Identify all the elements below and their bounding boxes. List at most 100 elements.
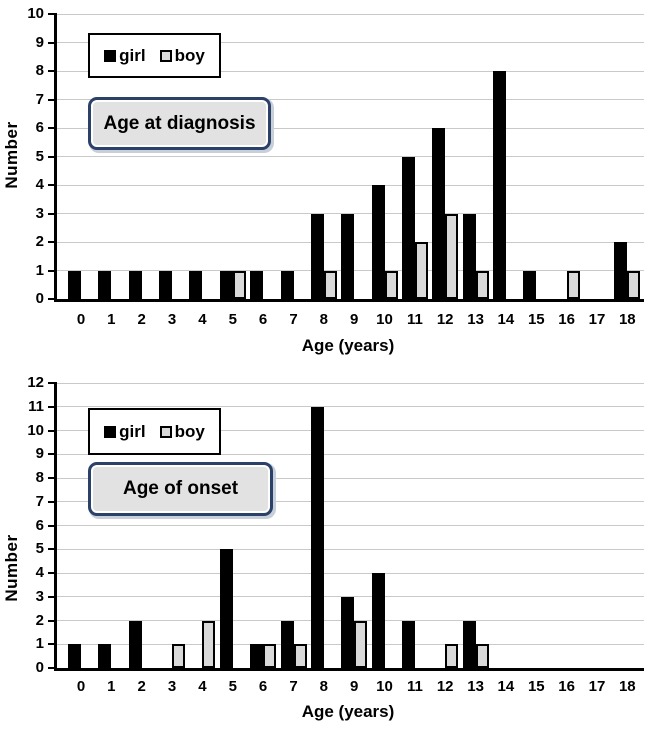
- y-tick-mark: [48, 619, 54, 622]
- y-tick-label: 8: [35, 469, 44, 486]
- y-tick-mark: [48, 13, 54, 15]
- y-tick-mark: [48, 524, 54, 527]
- x-axis: [54, 668, 644, 671]
- gridline: [57, 406, 644, 408]
- legend-boy-swatch-icon: [159, 49, 172, 62]
- bar-girl-age-13: [462, 213, 476, 299]
- chart-title-box: Age of onset: [88, 462, 273, 516]
- legend-boy-label: boy: [174, 421, 205, 441]
- legend-girl-swatch-icon: [104, 425, 117, 438]
- bar-girl-age-9: [341, 213, 355, 299]
- x-tick-label: 17: [588, 678, 606, 695]
- y-tick-mark: [48, 405, 54, 408]
- chart-title: Age of onset: [122, 478, 239, 499]
- y-tick-label: 7: [35, 90, 44, 108]
- x-tick-label: 5: [228, 311, 237, 328]
- x-tick-label: 9: [350, 678, 359, 695]
- y-axis: [54, 382, 57, 671]
- x-tick-label: 10: [376, 678, 393, 695]
- x-tick-label: 12: [436, 311, 454, 328]
- y-tick-mark: [48, 572, 54, 574]
- bar-boy-age-8: [323, 270, 337, 299]
- gridline: [57, 501, 644, 503]
- x-tick-label: 6: [258, 311, 268, 328]
- x-tick-label: 15: [527, 678, 545, 695]
- legend-girl-label: girl: [119, 421, 146, 441]
- bar-girl-age-15: [523, 270, 537, 299]
- bar-girl-age-1: [98, 644, 112, 669]
- gridline: [57, 99, 644, 100]
- y-tick-label: 12: [27, 374, 44, 391]
- bar-girl-age-11: [401, 620, 415, 668]
- chart-title: Age at diagnosis: [103, 112, 256, 134]
- x-tick-label: 3: [167, 678, 177, 695]
- y-tick-label: 4: [35, 176, 44, 193]
- y-tick-mark: [48, 184, 54, 186]
- y-tick-mark: [48, 269, 54, 272]
- x-tick-label: 7: [289, 678, 298, 695]
- x-tick-label: 6: [258, 678, 268, 695]
- gridline: [57, 70, 644, 72]
- bar-boy-age-7: [293, 644, 307, 669]
- x-axis-title: Age (years): [301, 702, 395, 721]
- legend-boy-swatch-icon: [159, 425, 172, 438]
- x-tick-label: 11: [406, 311, 423, 328]
- x-tick-label: 9: [350, 311, 359, 328]
- gridline: [57, 184, 644, 186]
- bar-girl-age-13: [462, 620, 476, 668]
- bar-boy-age-12: [445, 213, 459, 299]
- x-tick-label: 15: [527, 311, 545, 328]
- y-tick-label: 6: [35, 516, 44, 534]
- y-tick-mark: [48, 595, 54, 598]
- y-tick-label: 1: [35, 635, 44, 653]
- bar-boy-age-3: [172, 644, 186, 669]
- bar-boy-age-5: [232, 270, 246, 299]
- bar-boy-age-4: [202, 620, 216, 668]
- legend-girl-swatch-icon: [104, 49, 117, 62]
- x-tick-label: 4: [198, 311, 207, 328]
- bar-girl-age-3: [159, 270, 173, 299]
- bar-girl-age-14: [492, 71, 506, 299]
- y-tick-mark: [48, 382, 54, 384]
- gridline: [57, 548, 644, 550]
- legend: girl boy: [88, 408, 221, 455]
- x-tick-label: 1: [107, 311, 116, 328]
- legend-boy-label: boy: [174, 45, 205, 65]
- gridline: [57, 453, 644, 455]
- x-tick-label: 0: [76, 678, 86, 695]
- bar-boy-age-16: [566, 270, 580, 299]
- bar-boy-age-10: [384, 270, 398, 299]
- bar-girl-age-0: [68, 270, 81, 299]
- x-tick-label: 3: [167, 311, 177, 328]
- x-tick-label: 5: [228, 678, 237, 695]
- y-tick-mark: [48, 548, 54, 551]
- y-tick-label: 9: [35, 33, 44, 51]
- y-tick-label: 5: [35, 147, 44, 165]
- bar-girl-age-2: [128, 270, 142, 299]
- bar-boy-age-13: [475, 644, 489, 669]
- gridline: [57, 382, 644, 384]
- x-tick-label: 17: [588, 311, 606, 328]
- y-tick-mark: [48, 241, 54, 243]
- y-tick-label: 7: [35, 492, 44, 510]
- bar-girl-age-18: [614, 242, 628, 299]
- gridline: [57, 477, 644, 479]
- bar-girl-age-4: [189, 270, 203, 299]
- y-tick-mark: [48, 127, 54, 129]
- x-tick-label: 16: [558, 311, 575, 328]
- y-tick-mark: [48, 500, 54, 503]
- x-tick-label: 1: [107, 678, 116, 695]
- y-tick-mark: [48, 667, 54, 669]
- y-tick-mark: [48, 429, 54, 432]
- y-tick-label: 5: [35, 540, 44, 558]
- legend-girl-label: girl: [119, 45, 146, 65]
- bar-boy-age-18: [627, 270, 641, 299]
- bar-boy-age-12: [445, 644, 459, 669]
- x-axis-title: Age (years): [301, 336, 395, 355]
- y-tick-label: 8: [35, 62, 44, 79]
- bar-girl-age-2: [128, 620, 142, 668]
- bar-girl-age-8: [310, 406, 324, 669]
- bar-girl-age-11: [401, 156, 415, 299]
- x-tick-label: 8: [319, 311, 328, 328]
